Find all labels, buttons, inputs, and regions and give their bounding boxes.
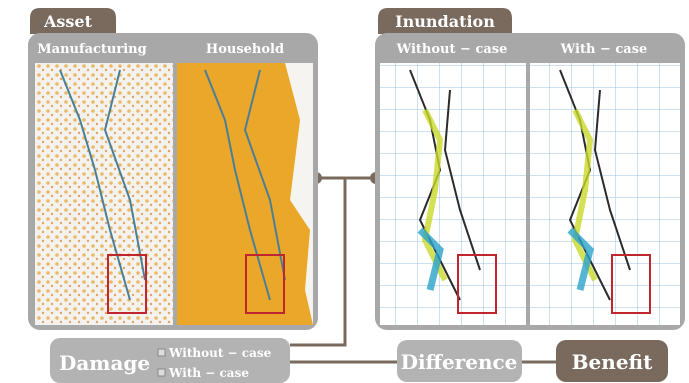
panel-title: Asset <box>43 12 93 31</box>
panel-title: Inundation <box>395 12 495 31</box>
inundation-panel: Inundation Without − case With − case <box>375 8 685 330</box>
map-label: With − case <box>560 42 648 57</box>
map-label: Manufacturing <box>37 42 146 57</box>
benefit-label: Benefit <box>572 350 653 374</box>
map-label: Without − case <box>396 42 508 57</box>
legend-item: Without − case <box>168 346 272 360</box>
damage-label: Damage <box>59 351 150 375</box>
difference-label: Difference <box>401 350 518 374</box>
asset-panel: Asset Manufacturing Household <box>28 8 318 330</box>
legend-item: With − case <box>168 366 249 380</box>
difference-box: Difference <box>397 340 522 382</box>
diagram: Asset Manufacturing Household Inundation… <box>0 0 689 383</box>
benefit-box: Benefit <box>556 340 668 382</box>
map-label: Household <box>206 42 284 57</box>
damage-box: Damage Without − case With − case <box>50 338 290 383</box>
